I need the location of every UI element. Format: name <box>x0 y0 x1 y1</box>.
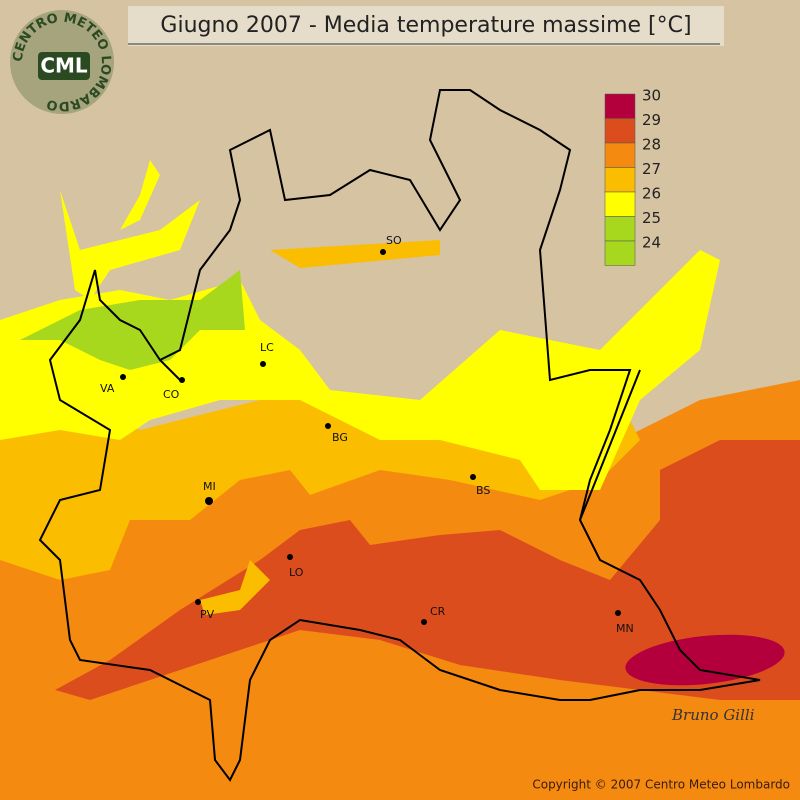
city-dot <box>260 361 266 367</box>
city-dot <box>470 474 476 480</box>
city-label: SO <box>386 234 402 247</box>
legend-label: 27 <box>642 160 661 178</box>
zone-27 <box>270 240 440 268</box>
city-dot <box>380 249 386 255</box>
city-dot <box>120 374 126 380</box>
zone-25 <box>20 270 245 370</box>
city-label: VA <box>100 382 115 395</box>
legend-swatch <box>604 191 636 217</box>
zone-27 <box>0 390 640 580</box>
legend-swatch <box>604 240 636 266</box>
title-box <box>128 6 724 46</box>
legend-label: 26 <box>642 185 661 203</box>
city-dot <box>205 497 213 505</box>
zone-27 <box>200 560 270 615</box>
signature: Bruno Gilli <box>671 706 755 724</box>
legend-label: 29 <box>642 111 661 129</box>
legend-swatch <box>604 142 636 168</box>
city-label: MI <box>203 480 216 493</box>
region-border <box>159 359 641 521</box>
city-dot <box>287 554 293 560</box>
city-dot <box>615 610 621 616</box>
city-label: BS <box>476 484 490 497</box>
zone-26 <box>120 160 160 230</box>
city-label: CR <box>430 605 446 618</box>
logo: CENTRO METEO LOMBARDO CML <box>10 10 114 114</box>
region-border <box>38 89 761 782</box>
city-label: CO <box>163 388 180 401</box>
cities: SO LC VA CO BG BS MI LO PV CR MN <box>100 234 634 635</box>
city-dot <box>179 377 185 383</box>
legend-label: 28 <box>642 136 661 154</box>
legend-swatch <box>604 216 636 242</box>
title: Giugno 2007 - Media temperature massime … <box>160 13 691 38</box>
legend-swatch <box>604 93 636 119</box>
city-dot <box>195 599 201 605</box>
city-label: PV <box>200 608 215 621</box>
logo-initials: CML <box>40 54 88 78</box>
legend: 30 29 28 27 26 25 24 <box>604 87 661 266</box>
city-label: LO <box>289 566 304 579</box>
city-dot <box>325 423 331 429</box>
city-label: MN <box>616 622 634 635</box>
legend-label: 30 <box>642 87 661 105</box>
logo-badge <box>38 52 90 80</box>
copyright: Copyright © 2007 Centro Meteo Lombardo <box>532 778 790 792</box>
legend-label: 25 <box>642 209 661 227</box>
legend-swatch <box>604 118 636 144</box>
zone-29 <box>55 440 800 700</box>
city-dot <box>421 619 427 625</box>
city-label: LC <box>260 341 274 354</box>
city-label: BG <box>332 431 348 444</box>
legend-label: 24 <box>642 234 661 252</box>
legend-swatch <box>604 167 636 193</box>
zone-30 <box>625 634 785 686</box>
